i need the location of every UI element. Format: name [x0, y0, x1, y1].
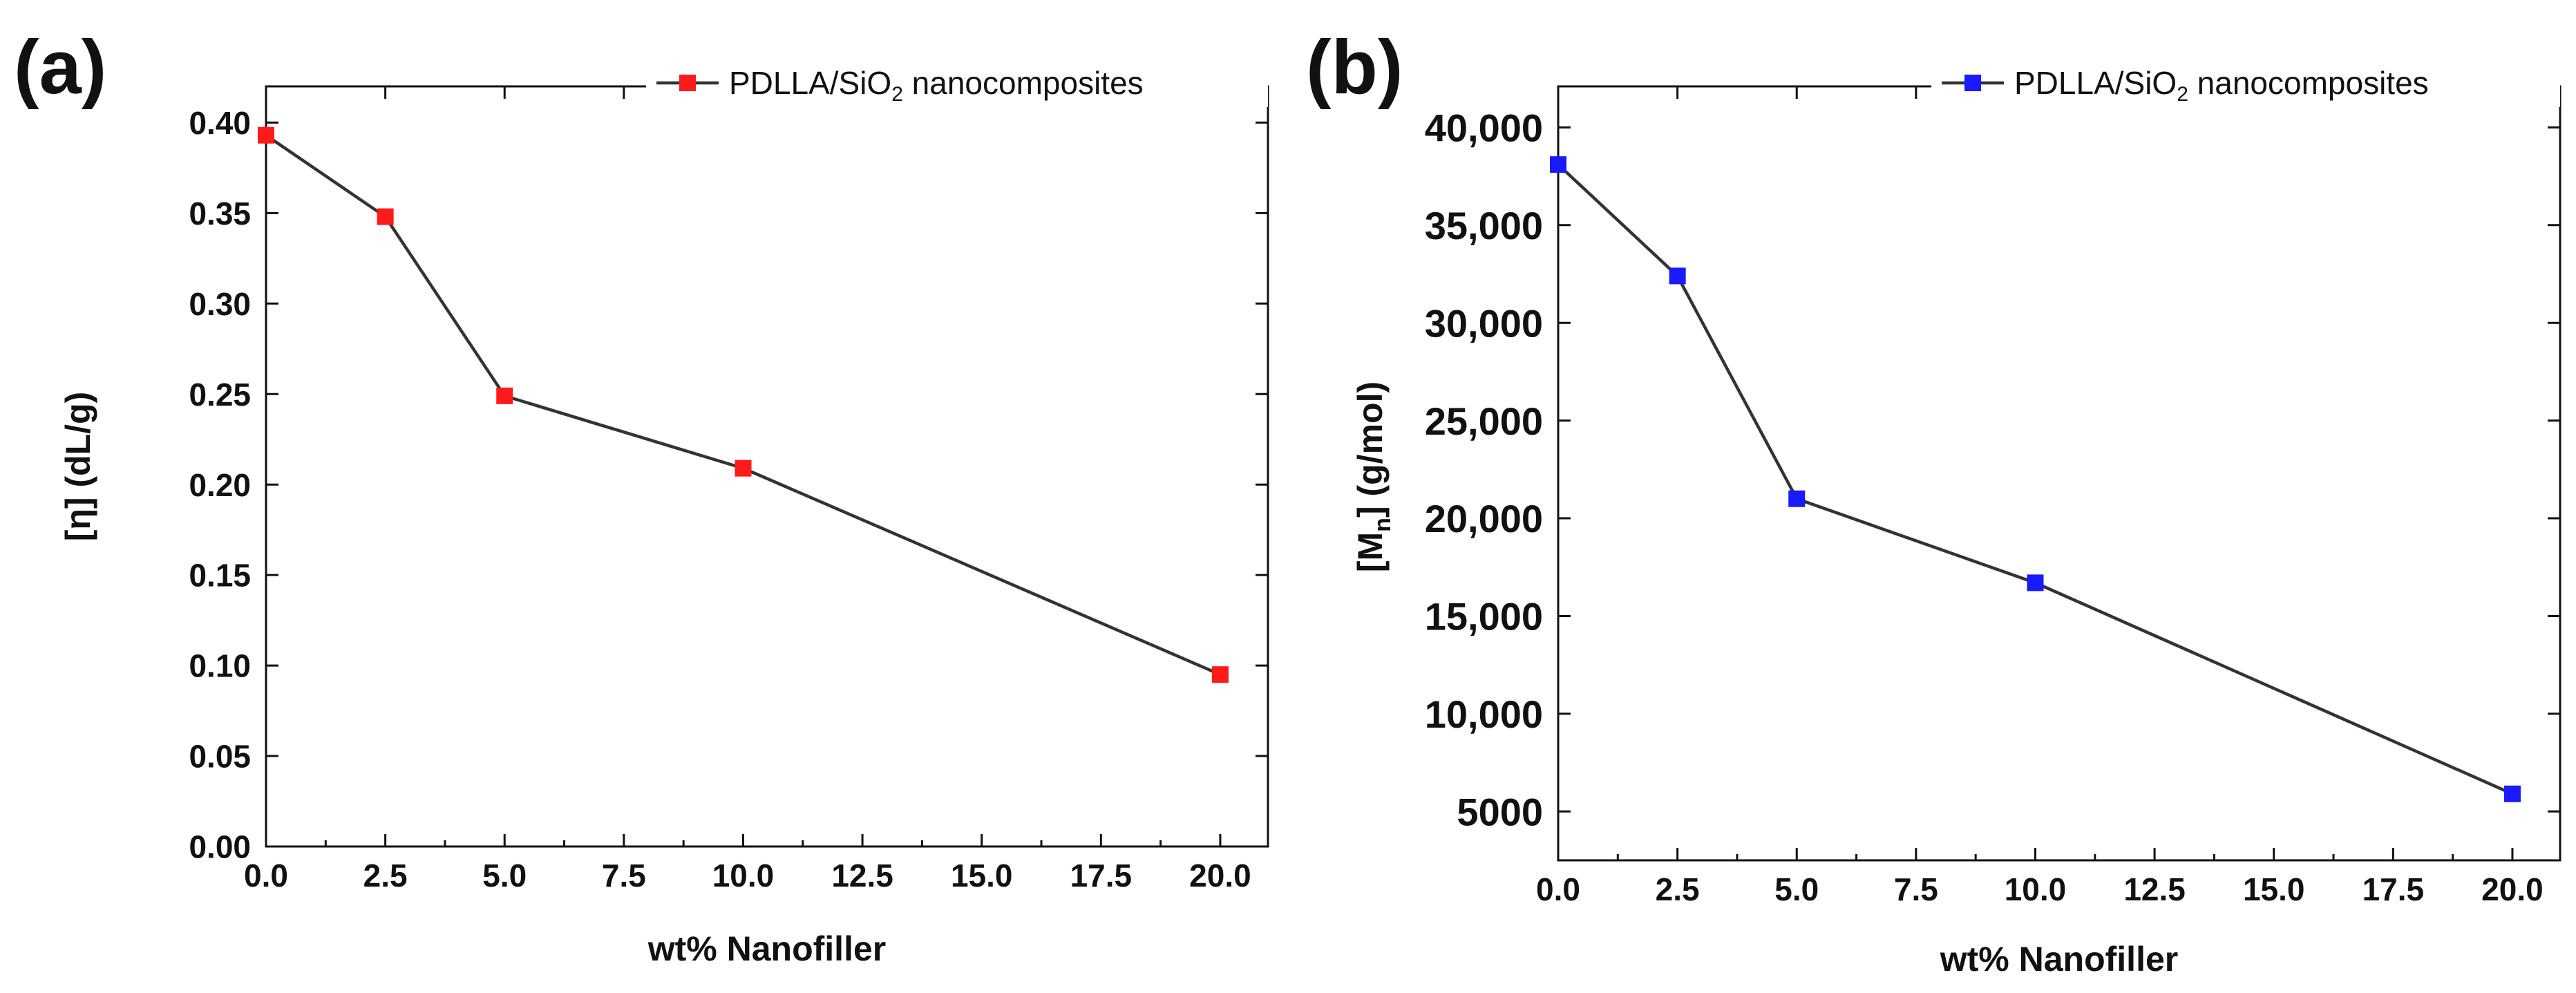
- panel-label: (a): [14, 25, 106, 110]
- y-tick-label: 25,000: [1425, 399, 1543, 443]
- y-tick-label: 0.40: [189, 105, 251, 141]
- y-axis-title-subscript: n: [1370, 518, 1396, 532]
- x-tick-label: 20.0: [1189, 858, 1251, 893]
- data-point: [377, 208, 394, 225]
- legend-box: [646, 59, 1268, 107]
- series-line: [265, 133, 1221, 677]
- y-axis-title-prefix: [M: [1351, 532, 1390, 572]
- panel-label: (b): [1306, 25, 1403, 110]
- x-tick-label: 0.0: [1536, 871, 1580, 907]
- legend-marker: [1964, 75, 1981, 91]
- y-tick-label: 0.20: [189, 467, 251, 503]
- y-tick-label: 0.10: [189, 648, 251, 684]
- legend-label-suffix: nanocomposites: [2188, 65, 2429, 101]
- y-tick-label: 15,000: [1425, 595, 1543, 639]
- x-tick-label: 17.5: [2362, 871, 2425, 907]
- data-point: [2027, 574, 2044, 592]
- x-tick-label: 20.0: [2481, 871, 2544, 907]
- plot-frame: [265, 85, 1269, 848]
- x-tick-label: 2.5: [1656, 871, 1700, 907]
- y-axis-title-suffix: ] (g/mol): [1351, 381, 1390, 518]
- y-tick-label: 0.15: [189, 558, 251, 594]
- legend-marker: [679, 75, 696, 91]
- x-tick-label: 15.0: [951, 858, 1013, 893]
- y-tick-label: 5000: [1457, 790, 1543, 833]
- x-tick-label: 5.0: [1774, 871, 1819, 907]
- legend-label: PDLLA/SiO2 nanocomposites: [729, 65, 1144, 106]
- x-tick-label: 0.0: [244, 858, 288, 893]
- legend-label-prefix: PDLLA/SiO: [2014, 65, 2177, 101]
- y-tick-label: 30,000: [1425, 301, 1543, 345]
- plot-frame: [1557, 85, 2561, 862]
- x-tick-label: 7.5: [602, 858, 646, 893]
- x-tick-label: 12.5: [831, 858, 893, 893]
- data-point: [1211, 666, 1229, 683]
- panel-a: (a) 0.0 2.5 5.0 7.5 10.0 12.5 15.0 17.5 20.0 0.00 0…: [14, 25, 1269, 968]
- legend-label-subscript: 2: [891, 83, 903, 106]
- x-tick-label: 2.5: [363, 858, 408, 893]
- y-tick-label: 0.00: [189, 829, 251, 865]
- legend-box: [1931, 59, 2560, 107]
- x-tick-label: 12.5: [2123, 871, 2186, 907]
- series-line: [1557, 163, 2513, 795]
- legend-label: PDLLA/SiO2 nanocomposites: [2014, 65, 2429, 106]
- data-point: [1550, 156, 1566, 173]
- x-tick-label: 5.0: [482, 858, 527, 893]
- y-tick-label: 0.05: [189, 739, 251, 775]
- y-tick-label: 40,000: [1425, 106, 1543, 150]
- y-tick-label: 35,000: [1425, 204, 1543, 247]
- legend-label-subscript: 2: [2177, 83, 2188, 106]
- x-tick-label: 17.5: [1070, 858, 1133, 893]
- x-tick-label: 7.5: [1894, 871, 1938, 907]
- y-tick-label: 0.35: [189, 196, 251, 231]
- legend-label-suffix: nanocomposites: [903, 65, 1144, 101]
- x-axis-title: wt% Nanofiller: [647, 929, 886, 968]
- data-point: [2503, 785, 2521, 802]
- data-point: [1788, 490, 1806, 507]
- y-axis-title: [Mn] (g/mol): [1351, 381, 1396, 572]
- y-axis-title: [η] (dL/g): [59, 392, 97, 542]
- data-point: [1669, 267, 1686, 285]
- y-tick-label: 0.30: [189, 286, 251, 322]
- data-point: [258, 126, 274, 144]
- panel-b: (b) 0.0 2.5 5.0 7.5 10.0 12.5 15.0 17.5 20.0 5000 1…: [1306, 25, 2561, 978]
- x-axis-title: wt% Nanofiller: [1940, 940, 2178, 978]
- data-point: [735, 460, 752, 477]
- y-tick-label: 20,000: [1425, 497, 1543, 540]
- data-point: [496, 387, 513, 404]
- x-tick-label: 10.0: [2005, 871, 2067, 907]
- y-tick-label: 0.25: [189, 377, 251, 413]
- x-tick-label: 15.0: [2243, 871, 2305, 907]
- legend-label-prefix: PDLLA/SiO: [729, 65, 891, 101]
- x-tick-label: 10.0: [712, 858, 775, 893]
- y-tick-label: 10,000: [1425, 692, 1543, 736]
